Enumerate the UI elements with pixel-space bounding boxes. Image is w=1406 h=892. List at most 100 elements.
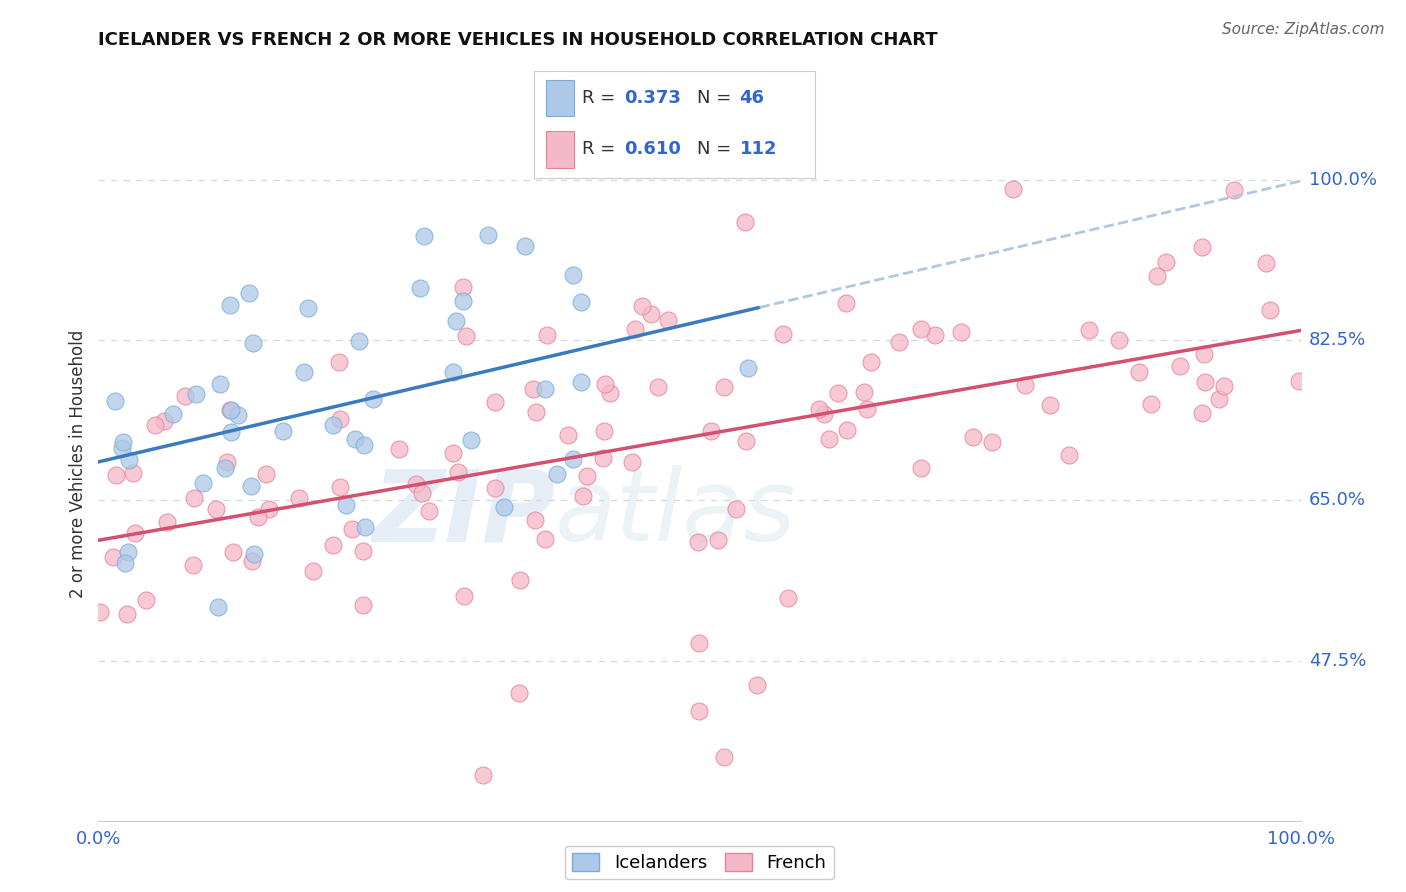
Point bbox=[413, 229, 436, 244]
Point bbox=[509, 573, 531, 587]
Point bbox=[405, 476, 427, 491]
Point bbox=[599, 386, 621, 401]
Point bbox=[981, 435, 1004, 450]
Text: 112: 112 bbox=[740, 141, 778, 159]
Point bbox=[484, 481, 506, 495]
Text: atlas: atlas bbox=[555, 466, 797, 562]
Point bbox=[101, 549, 124, 564]
Point bbox=[623, 321, 645, 335]
Point bbox=[515, 239, 537, 253]
Point bbox=[257, 502, 280, 516]
Point bbox=[1140, 397, 1163, 411]
Point bbox=[910, 321, 932, 335]
Point bbox=[135, 592, 157, 607]
Point bbox=[409, 281, 432, 295]
Point bbox=[561, 452, 583, 467]
Point bbox=[1077, 323, 1099, 337]
Point bbox=[184, 387, 207, 401]
Point bbox=[411, 486, 433, 500]
Point bbox=[1001, 182, 1024, 196]
Point bbox=[713, 749, 735, 764]
Point bbox=[105, 468, 128, 483]
Point bbox=[207, 599, 229, 614]
Point bbox=[688, 704, 710, 718]
Point bbox=[143, 417, 166, 432]
Point bbox=[1254, 256, 1277, 270]
Text: Source: ZipAtlas.com: Source: ZipAtlas.com bbox=[1222, 22, 1385, 37]
Point bbox=[707, 533, 730, 548]
Point bbox=[575, 469, 598, 483]
Point bbox=[1057, 448, 1080, 462]
Text: 47.5%: 47.5% bbox=[1309, 651, 1367, 670]
Point bbox=[1192, 347, 1215, 361]
Text: R =: R = bbox=[582, 89, 621, 107]
Point bbox=[950, 325, 973, 339]
Point bbox=[444, 314, 467, 328]
Point bbox=[887, 334, 910, 349]
Point bbox=[640, 307, 662, 321]
Point bbox=[1213, 379, 1236, 393]
Point bbox=[572, 490, 595, 504]
Point bbox=[569, 375, 592, 389]
Point bbox=[818, 433, 841, 447]
Point bbox=[447, 465, 470, 479]
Point bbox=[115, 607, 138, 622]
Point bbox=[451, 294, 474, 309]
Point bbox=[246, 509, 269, 524]
Point bbox=[219, 402, 242, 417]
Point bbox=[562, 268, 585, 282]
Point bbox=[156, 515, 179, 529]
Point bbox=[353, 438, 375, 452]
Bar bbox=[546, 131, 574, 168]
Point bbox=[352, 544, 374, 558]
Point bbox=[734, 215, 756, 229]
Text: 0.610: 0.610 bbox=[624, 141, 681, 159]
Text: R =: R = bbox=[582, 141, 621, 159]
Point bbox=[1191, 240, 1213, 254]
Point bbox=[962, 430, 984, 444]
Point bbox=[124, 525, 146, 540]
Point bbox=[340, 522, 363, 536]
Point bbox=[329, 480, 352, 494]
Point bbox=[837, 423, 859, 437]
Point bbox=[363, 392, 385, 406]
Point bbox=[508, 685, 530, 699]
Point bbox=[242, 335, 264, 350]
Point bbox=[557, 427, 579, 442]
Point bbox=[657, 313, 679, 327]
Point bbox=[1146, 269, 1168, 284]
Point bbox=[162, 407, 184, 421]
Point bbox=[441, 446, 464, 460]
Text: ZIP: ZIP bbox=[373, 466, 555, 562]
Point bbox=[271, 424, 294, 438]
Point bbox=[181, 558, 204, 572]
Point bbox=[1108, 333, 1130, 347]
Point bbox=[218, 298, 240, 312]
Point bbox=[353, 520, 375, 534]
Point bbox=[152, 414, 174, 428]
Point bbox=[183, 491, 205, 505]
Point bbox=[118, 453, 141, 467]
Point bbox=[1258, 303, 1281, 318]
Point bbox=[524, 512, 547, 526]
Point bbox=[827, 386, 849, 401]
Point bbox=[111, 441, 134, 455]
Point bbox=[292, 365, 315, 379]
Point bbox=[222, 545, 245, 559]
Point bbox=[1128, 365, 1150, 379]
Point bbox=[569, 295, 592, 310]
Point bbox=[472, 768, 495, 782]
Point bbox=[297, 301, 319, 316]
Point bbox=[1288, 374, 1310, 388]
Point bbox=[724, 501, 747, 516]
Point bbox=[243, 547, 266, 561]
Point bbox=[209, 377, 232, 392]
Point bbox=[328, 355, 350, 369]
Point bbox=[910, 460, 932, 475]
Point bbox=[860, 354, 883, 368]
Point bbox=[104, 394, 127, 409]
Text: 100.0%: 100.0% bbox=[1309, 171, 1376, 189]
Point bbox=[1208, 392, 1230, 407]
Point bbox=[215, 455, 238, 469]
Point bbox=[834, 295, 856, 310]
